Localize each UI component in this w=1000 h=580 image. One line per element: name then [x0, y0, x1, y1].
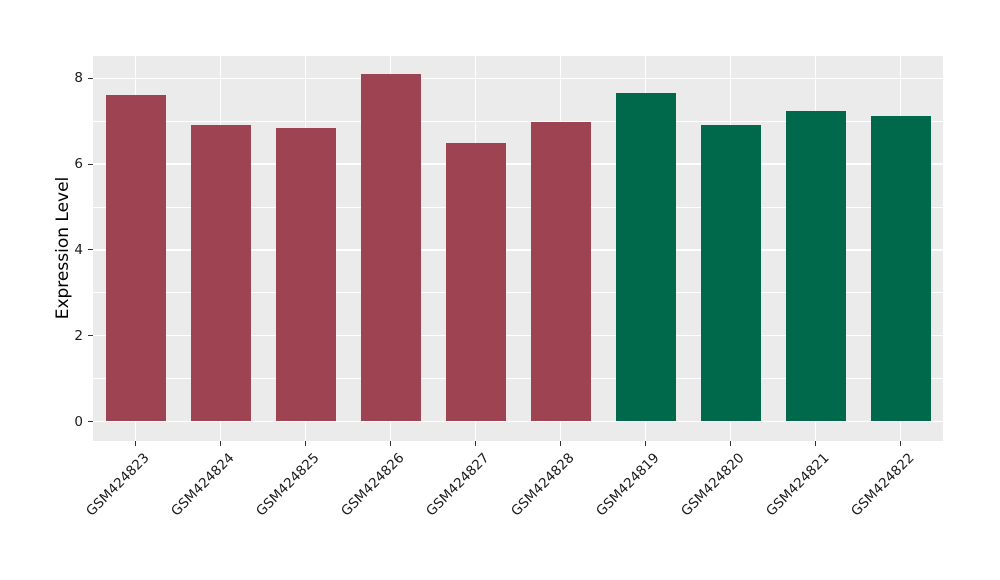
- gridline-minor: [93, 292, 943, 294]
- x-tick-mark: [645, 441, 646, 446]
- bar: [360, 74, 421, 422]
- bar: [275, 127, 336, 422]
- gridline-minor: [93, 120, 943, 122]
- x-tick-mark: [815, 441, 816, 446]
- bar: [615, 92, 676, 422]
- y-tick-label: 0: [74, 413, 83, 430]
- bar: [700, 125, 761, 422]
- y-tick-label: 2: [74, 327, 83, 344]
- bar: [445, 143, 506, 422]
- x-tick-mark: [475, 441, 476, 446]
- x-tick-label: GSM424823: [83, 450, 153, 520]
- x-tick-label: GSM424822: [848, 450, 918, 520]
- x-tick-mark: [220, 441, 221, 446]
- x-tick-label: GSM424821: [763, 450, 833, 520]
- x-tick-mark: [900, 441, 901, 446]
- x-tick-mark: [390, 441, 391, 446]
- x-tick-label: GSM424827: [423, 450, 493, 520]
- gridline-major: [93, 420, 943, 423]
- y-tick-mark: [88, 335, 93, 337]
- gridline-major: [93, 334, 943, 337]
- gridline-major: [93, 249, 943, 251]
- y-tick-mark: [88, 77, 93, 79]
- x-tick-mark: [135, 441, 136, 446]
- bar: [870, 116, 931, 422]
- y-tick-label: 8: [74, 70, 83, 87]
- x-tick-mark: [305, 441, 306, 446]
- y-tick-mark: [88, 421, 93, 422]
- x-tick-label: GSM424828: [508, 450, 578, 520]
- plot-panel: [93, 56, 943, 441]
- bar: [190, 125, 251, 422]
- x-tick-label: GSM424825: [253, 450, 323, 520]
- bar: [530, 121, 591, 422]
- gridline-major: [93, 163, 943, 165]
- x-tick-label: GSM424820: [678, 450, 748, 520]
- y-tick-label: 4: [74, 241, 83, 258]
- x-tick-mark: [560, 441, 561, 446]
- x-tick-label: GSM424826: [338, 450, 408, 520]
- gridline-minor: [93, 206, 943, 208]
- y-tick-mark: [88, 163, 93, 165]
- y-tick-mark: [88, 249, 93, 251]
- y-tick-label: 6: [74, 156, 83, 173]
- x-tick-mark: [730, 441, 731, 446]
- x-tick-label: GSM424824: [168, 450, 238, 520]
- gridline-minor: [93, 378, 943, 380]
- bar: [785, 111, 846, 422]
- gridline-major: [93, 77, 943, 80]
- bar: [105, 94, 166, 422]
- x-tick-label: GSM424819: [593, 450, 663, 520]
